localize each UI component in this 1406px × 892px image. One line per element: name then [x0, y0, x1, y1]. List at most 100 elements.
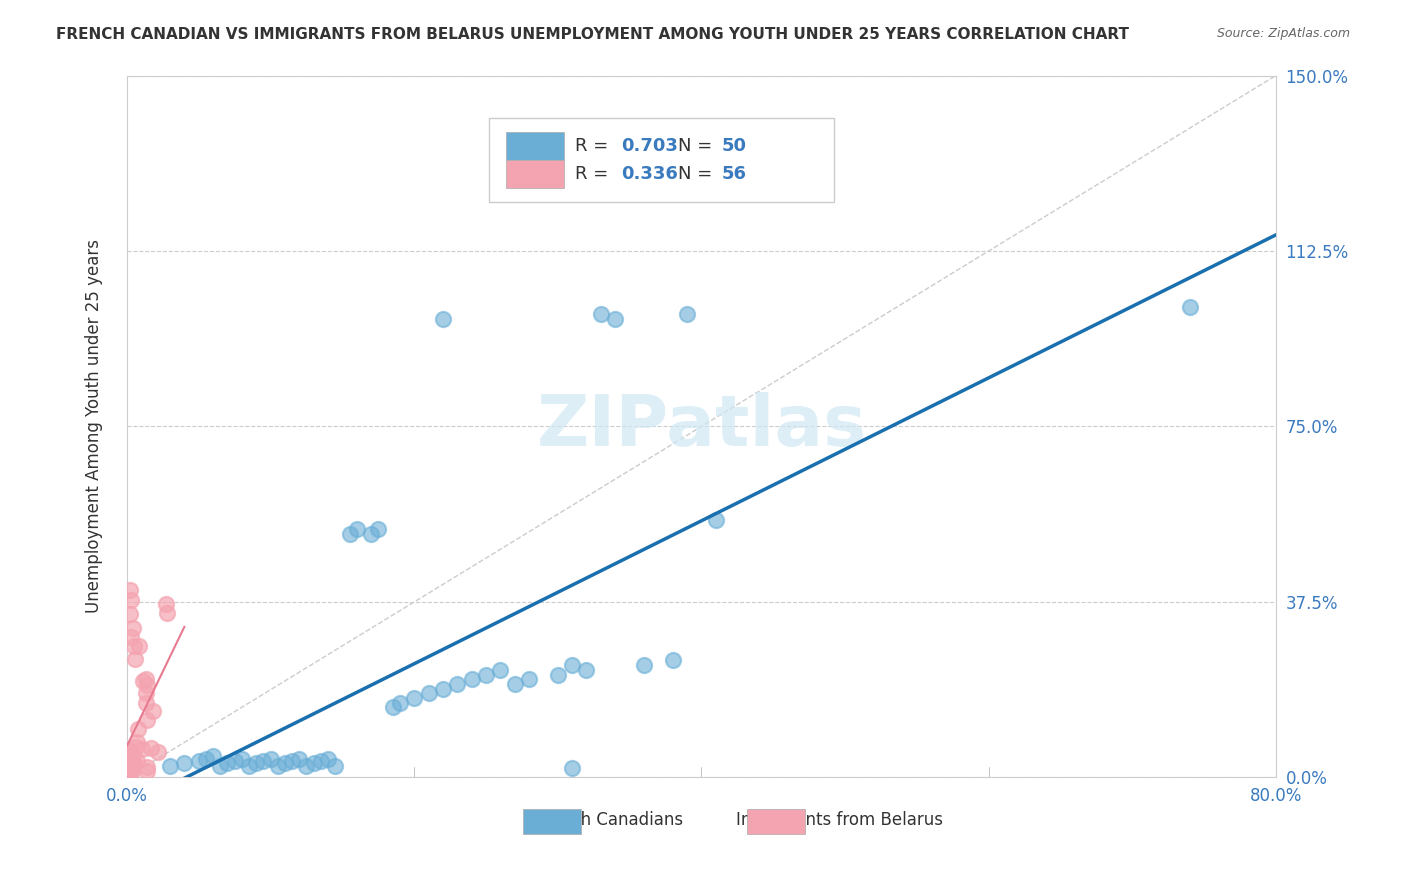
Point	[575, 663, 598, 677]
Point	[121, 621, 143, 635]
Point	[302, 756, 325, 771]
Point	[252, 754, 274, 768]
Point	[117, 760, 139, 774]
Point	[120, 748, 142, 763]
Point	[118, 607, 141, 621]
Point	[135, 764, 157, 778]
Point	[224, 754, 246, 768]
Point	[194, 752, 217, 766]
Point	[432, 681, 454, 696]
Point	[118, 583, 141, 598]
Point	[120, 759, 142, 773]
Point	[432, 311, 454, 326]
Point	[589, 307, 612, 321]
Point	[118, 757, 141, 772]
Point	[704, 513, 727, 527]
Point	[259, 752, 281, 766]
Point	[316, 752, 339, 766]
Point	[121, 753, 143, 767]
Point	[475, 667, 498, 681]
Point	[121, 754, 143, 768]
Point	[503, 677, 526, 691]
Text: ZIPatlas: ZIPatlas	[536, 392, 866, 461]
Point	[323, 758, 346, 772]
Point	[120, 764, 142, 779]
Point	[125, 735, 148, 749]
Point	[489, 663, 512, 677]
Point	[120, 760, 142, 774]
Text: French Canadians: French Canadians	[536, 811, 683, 829]
Point	[115, 750, 138, 764]
Point	[360, 527, 382, 541]
Text: N =: N =	[679, 165, 718, 183]
Point	[217, 756, 239, 771]
Text: N =: N =	[679, 136, 718, 154]
Point	[122, 757, 145, 772]
Point	[139, 740, 162, 755]
Point	[339, 527, 361, 541]
Point	[561, 761, 583, 775]
Point	[120, 763, 142, 777]
Point	[561, 658, 583, 673]
Point	[124, 652, 146, 666]
Point	[118, 743, 141, 757]
Point	[295, 758, 318, 772]
Point	[120, 630, 142, 644]
FancyBboxPatch shape	[748, 809, 804, 834]
Point	[231, 752, 253, 766]
Point	[209, 758, 232, 772]
Point	[381, 700, 404, 714]
Text: 50: 50	[723, 136, 747, 154]
Point	[121, 745, 143, 759]
Point	[274, 756, 297, 771]
FancyBboxPatch shape	[489, 118, 834, 202]
Text: R =: R =	[575, 136, 614, 154]
FancyBboxPatch shape	[523, 809, 581, 834]
Point	[120, 592, 142, 607]
Point	[633, 658, 655, 673]
Point	[117, 743, 139, 757]
Point	[173, 756, 195, 771]
Point	[115, 742, 138, 756]
Point	[404, 690, 426, 705]
FancyBboxPatch shape	[506, 132, 564, 160]
Point	[460, 672, 482, 686]
Point	[202, 749, 225, 764]
Point	[128, 639, 150, 653]
Point	[346, 523, 368, 537]
Point	[135, 678, 157, 692]
Text: 0.336: 0.336	[621, 165, 678, 183]
Point	[267, 758, 290, 772]
Point	[121, 764, 143, 779]
Point	[117, 758, 139, 772]
Point	[122, 759, 145, 773]
Point	[117, 751, 139, 765]
Text: FRENCH CANADIAN VS IMMIGRANTS FROM BELARUS UNEMPLOYMENT AMONG YOUTH UNDER 25 YEA: FRENCH CANADIAN VS IMMIGRANTS FROM BELAR…	[56, 27, 1129, 42]
Point	[121, 747, 143, 762]
Point	[118, 760, 141, 774]
Point	[121, 758, 143, 772]
Point	[1178, 300, 1201, 314]
Point	[127, 723, 149, 737]
Point	[118, 751, 141, 765]
Point	[127, 754, 149, 768]
Point	[309, 754, 332, 768]
Point	[131, 742, 153, 756]
Point	[142, 704, 165, 718]
Text: Immigrants from Belarus: Immigrants from Belarus	[735, 811, 943, 829]
Point	[388, 696, 411, 710]
Point	[676, 307, 699, 321]
Point	[135, 685, 157, 699]
FancyBboxPatch shape	[506, 160, 564, 188]
Point	[155, 597, 177, 611]
Point	[187, 754, 209, 768]
Point	[125, 740, 148, 755]
Point	[661, 653, 683, 667]
Point	[121, 754, 143, 768]
Point	[118, 754, 141, 768]
Y-axis label: Unemployment Among Youth under 25 years: Unemployment Among Youth under 25 years	[86, 239, 103, 614]
Point	[245, 756, 267, 771]
Text: 0.703: 0.703	[621, 136, 678, 154]
Point	[122, 754, 145, 768]
Point	[238, 758, 260, 772]
